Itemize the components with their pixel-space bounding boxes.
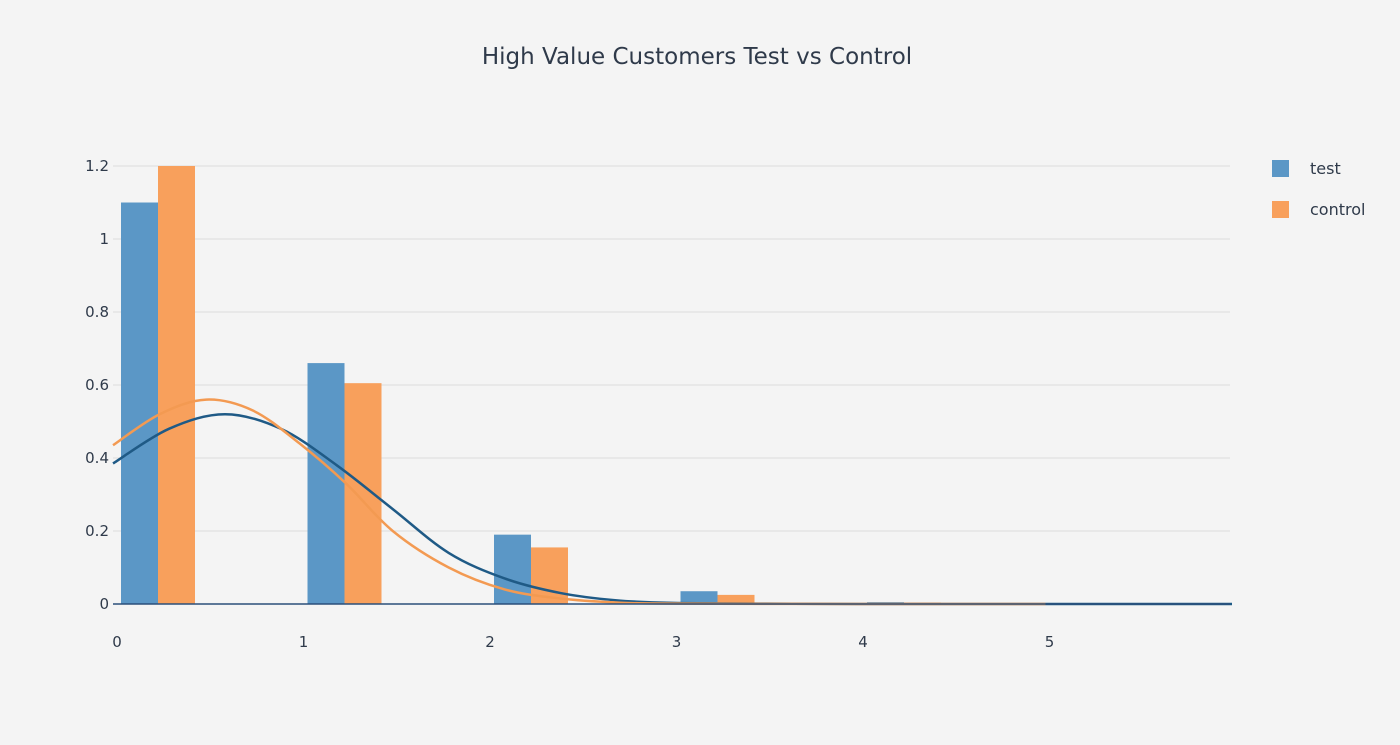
curve-test bbox=[112, 412, 1232, 606]
y-tick-label: 0.6 bbox=[85, 376, 109, 394]
legend-label: control bbox=[1310, 200, 1366, 219]
y-tick-label: 1.2 bbox=[85, 157, 109, 175]
x-tick-label: 2 bbox=[485, 633, 495, 651]
bar-control bbox=[717, 594, 755, 604]
curve-control bbox=[112, 398, 1046, 606]
bar-control bbox=[344, 383, 382, 604]
y-tick-label: 0.2 bbox=[85, 522, 109, 540]
x-tick-label: 1 bbox=[299, 633, 309, 651]
x-tick-label: 0 bbox=[112, 633, 122, 651]
bar-control bbox=[158, 166, 195, 604]
x-tick-label: 3 bbox=[672, 633, 682, 651]
bar-test bbox=[680, 591, 718, 604]
legend-item-control[interactable]: control bbox=[1272, 189, 1365, 230]
x-tick-label: 5 bbox=[1045, 633, 1055, 651]
legend-swatch bbox=[1272, 201, 1289, 218]
chart-title: High Value Customers Test vs Control bbox=[481, 44, 913, 70]
legend-label: test bbox=[1310, 159, 1341, 178]
y-tick-label: 0 bbox=[99, 595, 109, 613]
y-tick-label: 0.8 bbox=[85, 303, 109, 321]
legend[interactable]: test control bbox=[1272, 148, 1365, 230]
y-tick-label: 0.4 bbox=[85, 449, 109, 467]
legend-swatch bbox=[1272, 160, 1289, 177]
x-tick-label: 4 bbox=[858, 633, 868, 651]
bar-test bbox=[121, 202, 158, 604]
legend-item-test[interactable]: test bbox=[1272, 148, 1365, 189]
bar-test bbox=[307, 363, 345, 604]
y-tick-label: 1 bbox=[99, 230, 109, 248]
